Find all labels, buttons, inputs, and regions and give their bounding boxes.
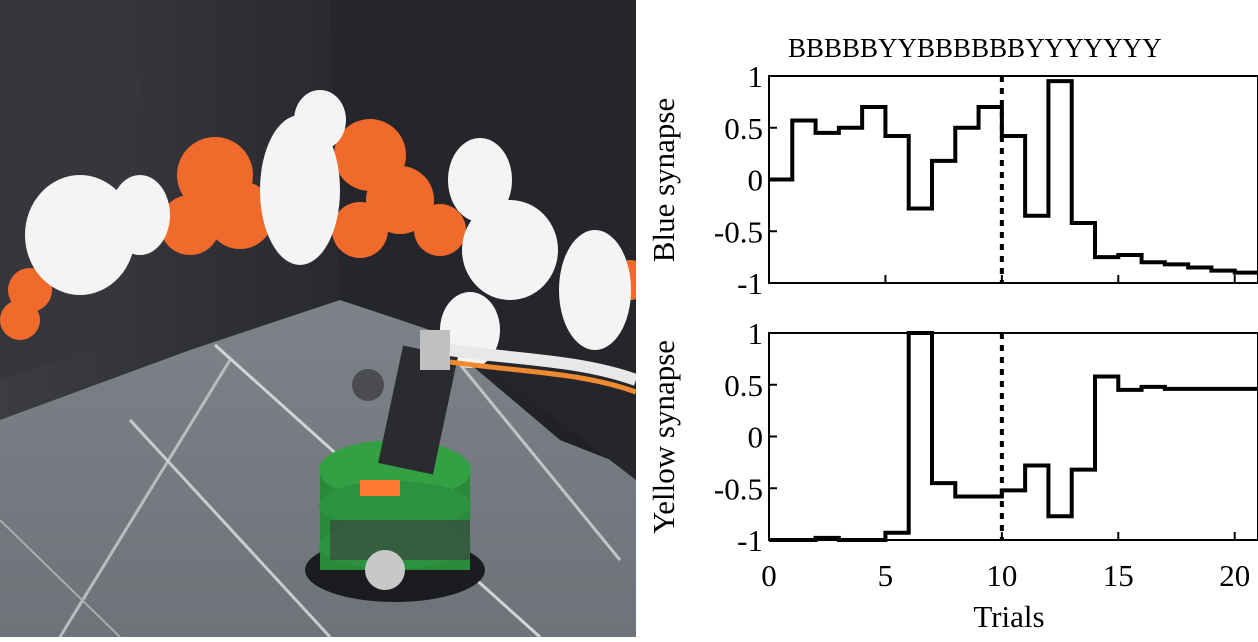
x-tick-label: 5 [878, 558, 894, 593]
synapse-chart-svg: BBBBBYYBBBBBBYYYYYYY Blue synapse Yellow… [636, 0, 1258, 637]
x-tick-label: 10 [986, 558, 1017, 593]
robot-photo-image [0, 0, 636, 637]
robot-arena-photo [0, 0, 636, 637]
yellow-y-ticks: 1 0.5 0 -0.5 -1 [714, 316, 1235, 558]
blue-plot-frame [769, 76, 1258, 283]
x-tick-label: 20 [1219, 558, 1250, 593]
y-tick-label: 1 [748, 316, 764, 351]
y-tick-label: -1 [737, 523, 763, 558]
yellow-plot-frame [769, 333, 1258, 540]
yellow-synapse-line [769, 333, 1258, 540]
y-tick-label: -0.5 [714, 214, 763, 249]
x-ticks: 0 5 10 15 20 [761, 558, 1250, 593]
synapse-charts: BBBBBYYBBBBBBYYYYYYY Blue synapse Yellow… [636, 0, 1258, 637]
blue-ylabel: Blue synapse [646, 98, 681, 262]
y-tick-label: 0.5 [724, 111, 763, 146]
sequence-label: BBBBBYYBBBBBBYYYYYYY [788, 33, 1162, 63]
y-tick-label: 0 [748, 163, 764, 198]
x-axis-label: Trials [973, 599, 1044, 634]
y-tick-label: 1 [748, 59, 764, 94]
yellow-ylabel: Yellow synapse [646, 340, 681, 534]
y-tick-label: 0.5 [724, 368, 763, 403]
y-tick-label: 0 [748, 420, 764, 455]
y-tick-label: -1 [737, 266, 763, 301]
x-tick-label: 0 [761, 558, 777, 593]
y-tick-label: -0.5 [714, 471, 763, 506]
blue-synapse-line [769, 81, 1258, 272]
x-tick-label: 15 [1103, 558, 1134, 593]
